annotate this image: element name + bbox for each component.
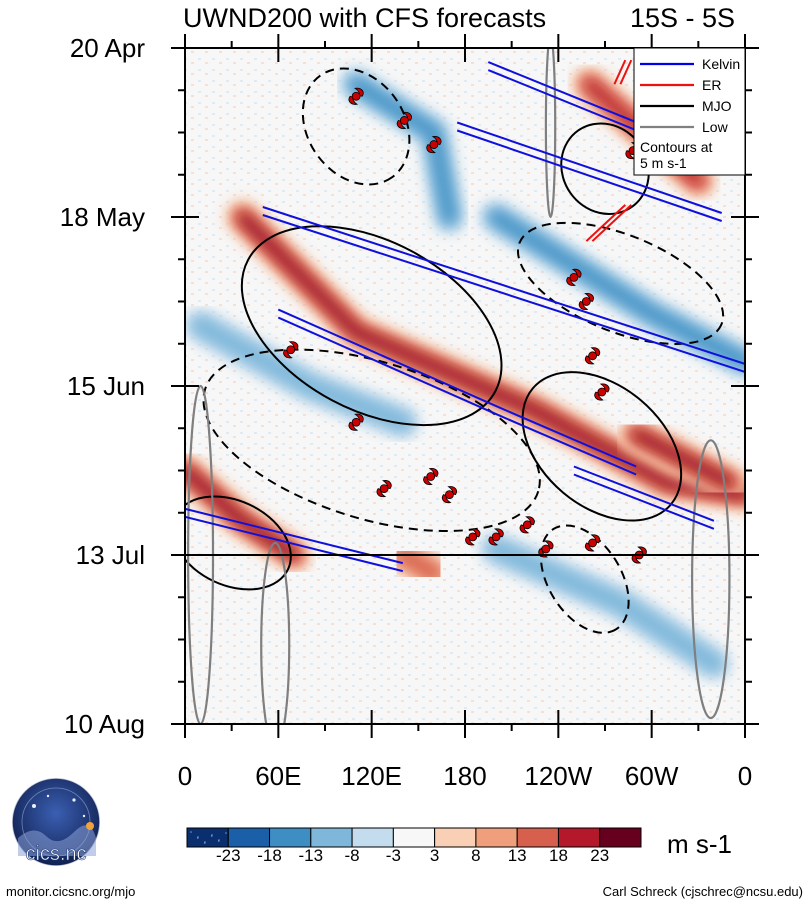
colorbar-label: -23: [216, 846, 241, 865]
colorbar-label: -13: [299, 846, 324, 865]
y-tick-label: 18 May: [60, 202, 145, 232]
colorbar-swatch: [310, 827, 353, 848]
x-tick-label: 0: [738, 761, 752, 791]
colorbar-swatch: [227, 827, 271, 848]
anomaly-band-negative: [479, 532, 731, 681]
colorbar-swatch: [516, 827, 559, 848]
kelvin-contour: [277, 308, 637, 476]
tropical-cyclone-icon: [376, 480, 392, 498]
colorbar-swatch: [557, 827, 601, 848]
colorbar-swatch: [434, 827, 477, 848]
x-tick-label: 60W: [625, 761, 679, 791]
legend-label-er: ER: [702, 77, 721, 93]
tropical-cyclone-icon: [538, 540, 554, 558]
legend-note-line2: 5 m s-1: [640, 155, 687, 171]
mjo-contour-positive: [240, 225, 503, 427]
footer-url[interactable]: monitor.cicsnc.org/mjo: [6, 884, 136, 899]
colorbar-label: -3: [386, 846, 401, 865]
tropical-cyclone-icon: [585, 347, 601, 365]
colorbar-swatch: [269, 827, 312, 848]
colorbar-swatch: [599, 827, 642, 848]
kelvin-contour: [573, 465, 715, 530]
footer-credit: Carl Schreck (cjschrec@ncsu.edu): [602, 884, 803, 899]
legend-label-kelvin: Kelvin: [702, 56, 740, 72]
y-axis: 20 Apr 18 May 15 Jun 13 Jul 10 Aug: [60, 33, 759, 739]
colorbar-swatch: [475, 827, 518, 848]
anomaly-band-positive: [385, 537, 452, 591]
tropical-cyclone-markers: [283, 87, 647, 564]
x-tick-label: 120E: [341, 761, 402, 791]
tropical-cyclone-icon: [423, 468, 439, 486]
x-tick-label: 180: [443, 761, 486, 791]
legend-label-mjo: MJO: [702, 98, 732, 114]
colorbar: -23 -18 -13 -8 -3 3 8 13 18 23 m s-1: [186, 827, 732, 865]
mjo-contour-negative: [202, 348, 541, 533]
legend-box: [633, 47, 746, 176]
kelvin-contours: [185, 61, 745, 573]
tropical-cyclone-icon: [585, 534, 601, 552]
tropical-cyclone-icon: [426, 136, 442, 154]
chart-title: UWND200 with CFS forecasts: [183, 3, 546, 33]
colorbar-swatch: [392, 827, 436, 848]
kelvin-contour: [456, 121, 723, 222]
x-tick-label: 60E: [255, 761, 301, 791]
mjo-contour-negative: [539, 524, 630, 634]
x-axis: 0 60E 120E 180 120W 60W 0: [178, 34, 752, 791]
legend-label-low: Low: [702, 119, 729, 135]
colorbar-label: 8: [471, 846, 480, 865]
low-contour: [544, 48, 557, 219]
er-contour: [613, 59, 633, 85]
colorbar-label: 3: [430, 846, 439, 865]
colorbar-swatch: [186, 827, 229, 848]
tropical-cyclone-icon: [519, 516, 535, 534]
tropical-cyclone-icon: [283, 341, 299, 359]
y-tick-label: 10 Aug: [64, 709, 145, 739]
low-contour: [691, 439, 731, 720]
legend: Kelvin ER MJO Low Contours at 5 m s-1: [633, 47, 746, 176]
legend-note-line1: Contours at: [640, 139, 712, 155]
anomaly-band-negative: [479, 200, 745, 379]
cics-nc-logo: cics.nc: [11, 777, 101, 867]
colorbar-label: 23: [590, 846, 609, 865]
tropical-cyclone-icon: [396, 111, 412, 129]
kelvin-contour: [487, 61, 653, 138]
er-contour: [585, 204, 632, 242]
tropical-cyclone-icon: [348, 413, 364, 431]
tropical-cyclone-icon: [566, 268, 582, 286]
tropical-cyclone-icon: [594, 383, 610, 401]
logo-sun-icon: [86, 822, 94, 830]
y-tick-label: 20 Apr: [70, 33, 146, 63]
colorbar-label: -8: [345, 846, 360, 865]
x-tick-label: 120W: [524, 761, 592, 791]
x-tick-label: 0: [178, 761, 192, 791]
anomaly-band-negative: [339, 67, 466, 234]
tropical-cyclone-icon: [488, 528, 504, 546]
anomaly-band-positive: [618, 416, 745, 501]
low-contour: [260, 541, 291, 724]
units-label: m s-1: [667, 829, 732, 859]
colorbar-label: -18: [257, 846, 282, 865]
colorbar-swatch: [351, 827, 394, 848]
tropical-cyclone-icon: [578, 292, 594, 311]
y-tick-label: 15 Jun: [67, 371, 145, 401]
anomaly-band-positive: [225, 199, 745, 513]
lat-band-label: 15S - 5S: [630, 3, 735, 33]
mjo-contour-negative: [516, 221, 725, 345]
tropical-cyclone-icon: [348, 87, 364, 105]
colorbar-label: 18: [549, 846, 568, 865]
tropical-cyclone-icon: [441, 486, 457, 504]
er-contours: [585, 59, 633, 242]
tropical-cyclone-icon: [465, 528, 481, 546]
mjo-contour-negative: [301, 67, 411, 186]
y-tick-label: 13 Jul: [76, 540, 145, 570]
kelvin-contour: [262, 206, 745, 373]
colorbar-label: 13: [508, 846, 527, 865]
logo-text: cics.nc: [25, 843, 86, 865]
